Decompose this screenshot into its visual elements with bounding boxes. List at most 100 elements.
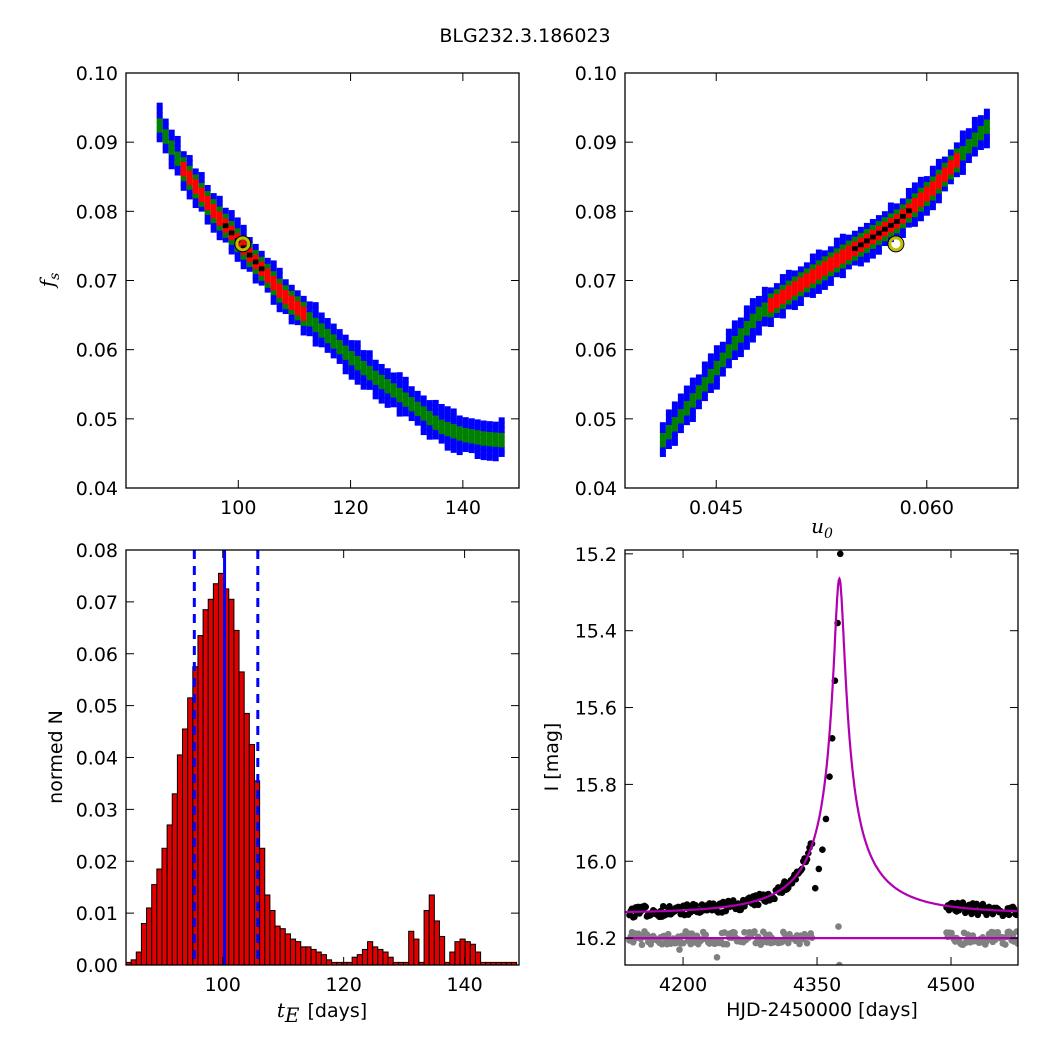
likelihood-cell xyxy=(875,229,882,236)
likelihood-cell xyxy=(198,205,205,212)
likelihood-cell xyxy=(689,382,696,389)
likelihood-cell xyxy=(827,279,834,286)
likelihood-cell xyxy=(204,208,211,215)
likelihood-cell xyxy=(306,325,313,332)
histogram-bar xyxy=(140,923,148,966)
likelihood-cell xyxy=(767,316,774,323)
likelihood-cell xyxy=(851,235,858,242)
likelihood-cell xyxy=(671,425,678,432)
likelihood-cell xyxy=(659,446,666,453)
likelihood-cell xyxy=(432,428,439,435)
likelihood-cell xyxy=(839,238,846,245)
histogram-bar xyxy=(284,933,291,966)
likelihood-cell xyxy=(342,358,349,365)
likelihood-cell xyxy=(725,352,732,359)
likelihood-cell xyxy=(929,184,936,191)
likelihood-cell xyxy=(959,144,966,151)
likelihood-cell xyxy=(839,272,846,279)
likelihood-cell xyxy=(498,417,505,424)
likelihood-cell xyxy=(438,428,445,435)
ytick-label: 0.04 xyxy=(575,478,617,500)
likelihood-cell xyxy=(881,235,888,242)
likelihood-cell xyxy=(258,270,265,277)
likelihood-cell xyxy=(366,364,373,371)
likelihood-cell xyxy=(917,191,924,198)
likelihood-cell xyxy=(923,209,930,216)
likelihood-cell xyxy=(863,232,870,239)
histogram-bar xyxy=(372,946,379,966)
likelihood-cell xyxy=(264,262,271,269)
likelihood-cell xyxy=(833,261,840,268)
likelihood-cell xyxy=(354,364,361,371)
histogram-bar xyxy=(449,951,456,966)
likelihood-cell xyxy=(689,377,696,384)
ytick-label: 15.2 xyxy=(575,544,617,566)
likelihood-cell xyxy=(486,421,493,428)
likelihood-cell xyxy=(234,222,241,229)
ytick-label: 0.08 xyxy=(76,540,118,562)
likelihood-cell xyxy=(791,280,798,287)
likelihood-cell xyxy=(845,253,852,260)
likelihood-cell xyxy=(252,277,259,284)
likelihood-cell xyxy=(492,421,499,428)
histogram-bar xyxy=(146,907,153,966)
likelihood-cell xyxy=(833,237,840,244)
peak-data-point xyxy=(822,815,830,823)
histogram-bar xyxy=(387,956,394,966)
likelihood-cell xyxy=(192,178,199,185)
likelihood-cell xyxy=(390,382,397,389)
xtick-label: 140 xyxy=(446,974,482,996)
likelihood-cell xyxy=(947,173,954,180)
likelihood-cell xyxy=(797,299,804,306)
likelihood-cell xyxy=(414,400,421,407)
likelihood-cell xyxy=(402,376,409,383)
likelihood-cell xyxy=(815,287,822,294)
likelihood-cell xyxy=(294,309,301,316)
likelihood-cell xyxy=(815,254,822,261)
likelihood-cell xyxy=(174,150,181,157)
likelihood-cell xyxy=(330,323,337,330)
likelihood-cell xyxy=(468,427,475,434)
histogram-bar xyxy=(469,943,476,966)
likelihood-cell xyxy=(713,369,720,376)
likelihood-cell xyxy=(677,403,684,410)
likelihood-cell xyxy=(785,269,792,276)
likelihood-cell xyxy=(354,354,361,361)
likelihood-cell xyxy=(713,374,720,381)
likelihood-cell xyxy=(671,401,678,408)
likelihood-cell xyxy=(156,112,163,119)
likelihood-cell xyxy=(791,289,798,296)
likelihood-cell xyxy=(264,267,271,274)
likelihood-cell xyxy=(881,225,888,232)
likelihood-cell xyxy=(899,217,906,224)
histogram-bar xyxy=(295,941,302,966)
likelihood-cell xyxy=(983,118,990,125)
likelihood-cell xyxy=(869,228,876,235)
likelihood-cell xyxy=(162,132,169,139)
histogram-bar xyxy=(438,935,446,966)
likelihood-cell xyxy=(803,262,810,269)
likelihood-cell xyxy=(935,163,942,170)
likelihood-cell xyxy=(414,414,421,421)
likelihood-cell xyxy=(875,215,882,222)
likelihood-cell xyxy=(204,199,211,206)
likelihood-cell xyxy=(797,295,804,302)
likelihood-cell xyxy=(893,222,900,229)
likelihood-cell xyxy=(665,414,672,421)
likelihood-cell xyxy=(809,277,816,284)
likelihood-cell xyxy=(749,322,756,329)
likelihood-cells xyxy=(659,108,990,457)
data-point xyxy=(659,902,667,910)
likelihood-cell xyxy=(204,194,211,201)
likelihood-cell xyxy=(833,271,840,278)
likelihood-cell xyxy=(983,137,990,144)
likelihood-cell xyxy=(222,226,229,233)
likelihood-cell xyxy=(312,330,319,337)
likelihood-cell xyxy=(803,291,810,298)
likelihood-cell xyxy=(677,427,684,434)
likelihood-cell xyxy=(971,145,978,152)
normed-n-ylabel: normed N xyxy=(45,710,67,804)
likelihood-cell xyxy=(809,258,816,265)
likelihood-cell xyxy=(324,342,331,349)
likelihood-cell xyxy=(707,362,714,369)
